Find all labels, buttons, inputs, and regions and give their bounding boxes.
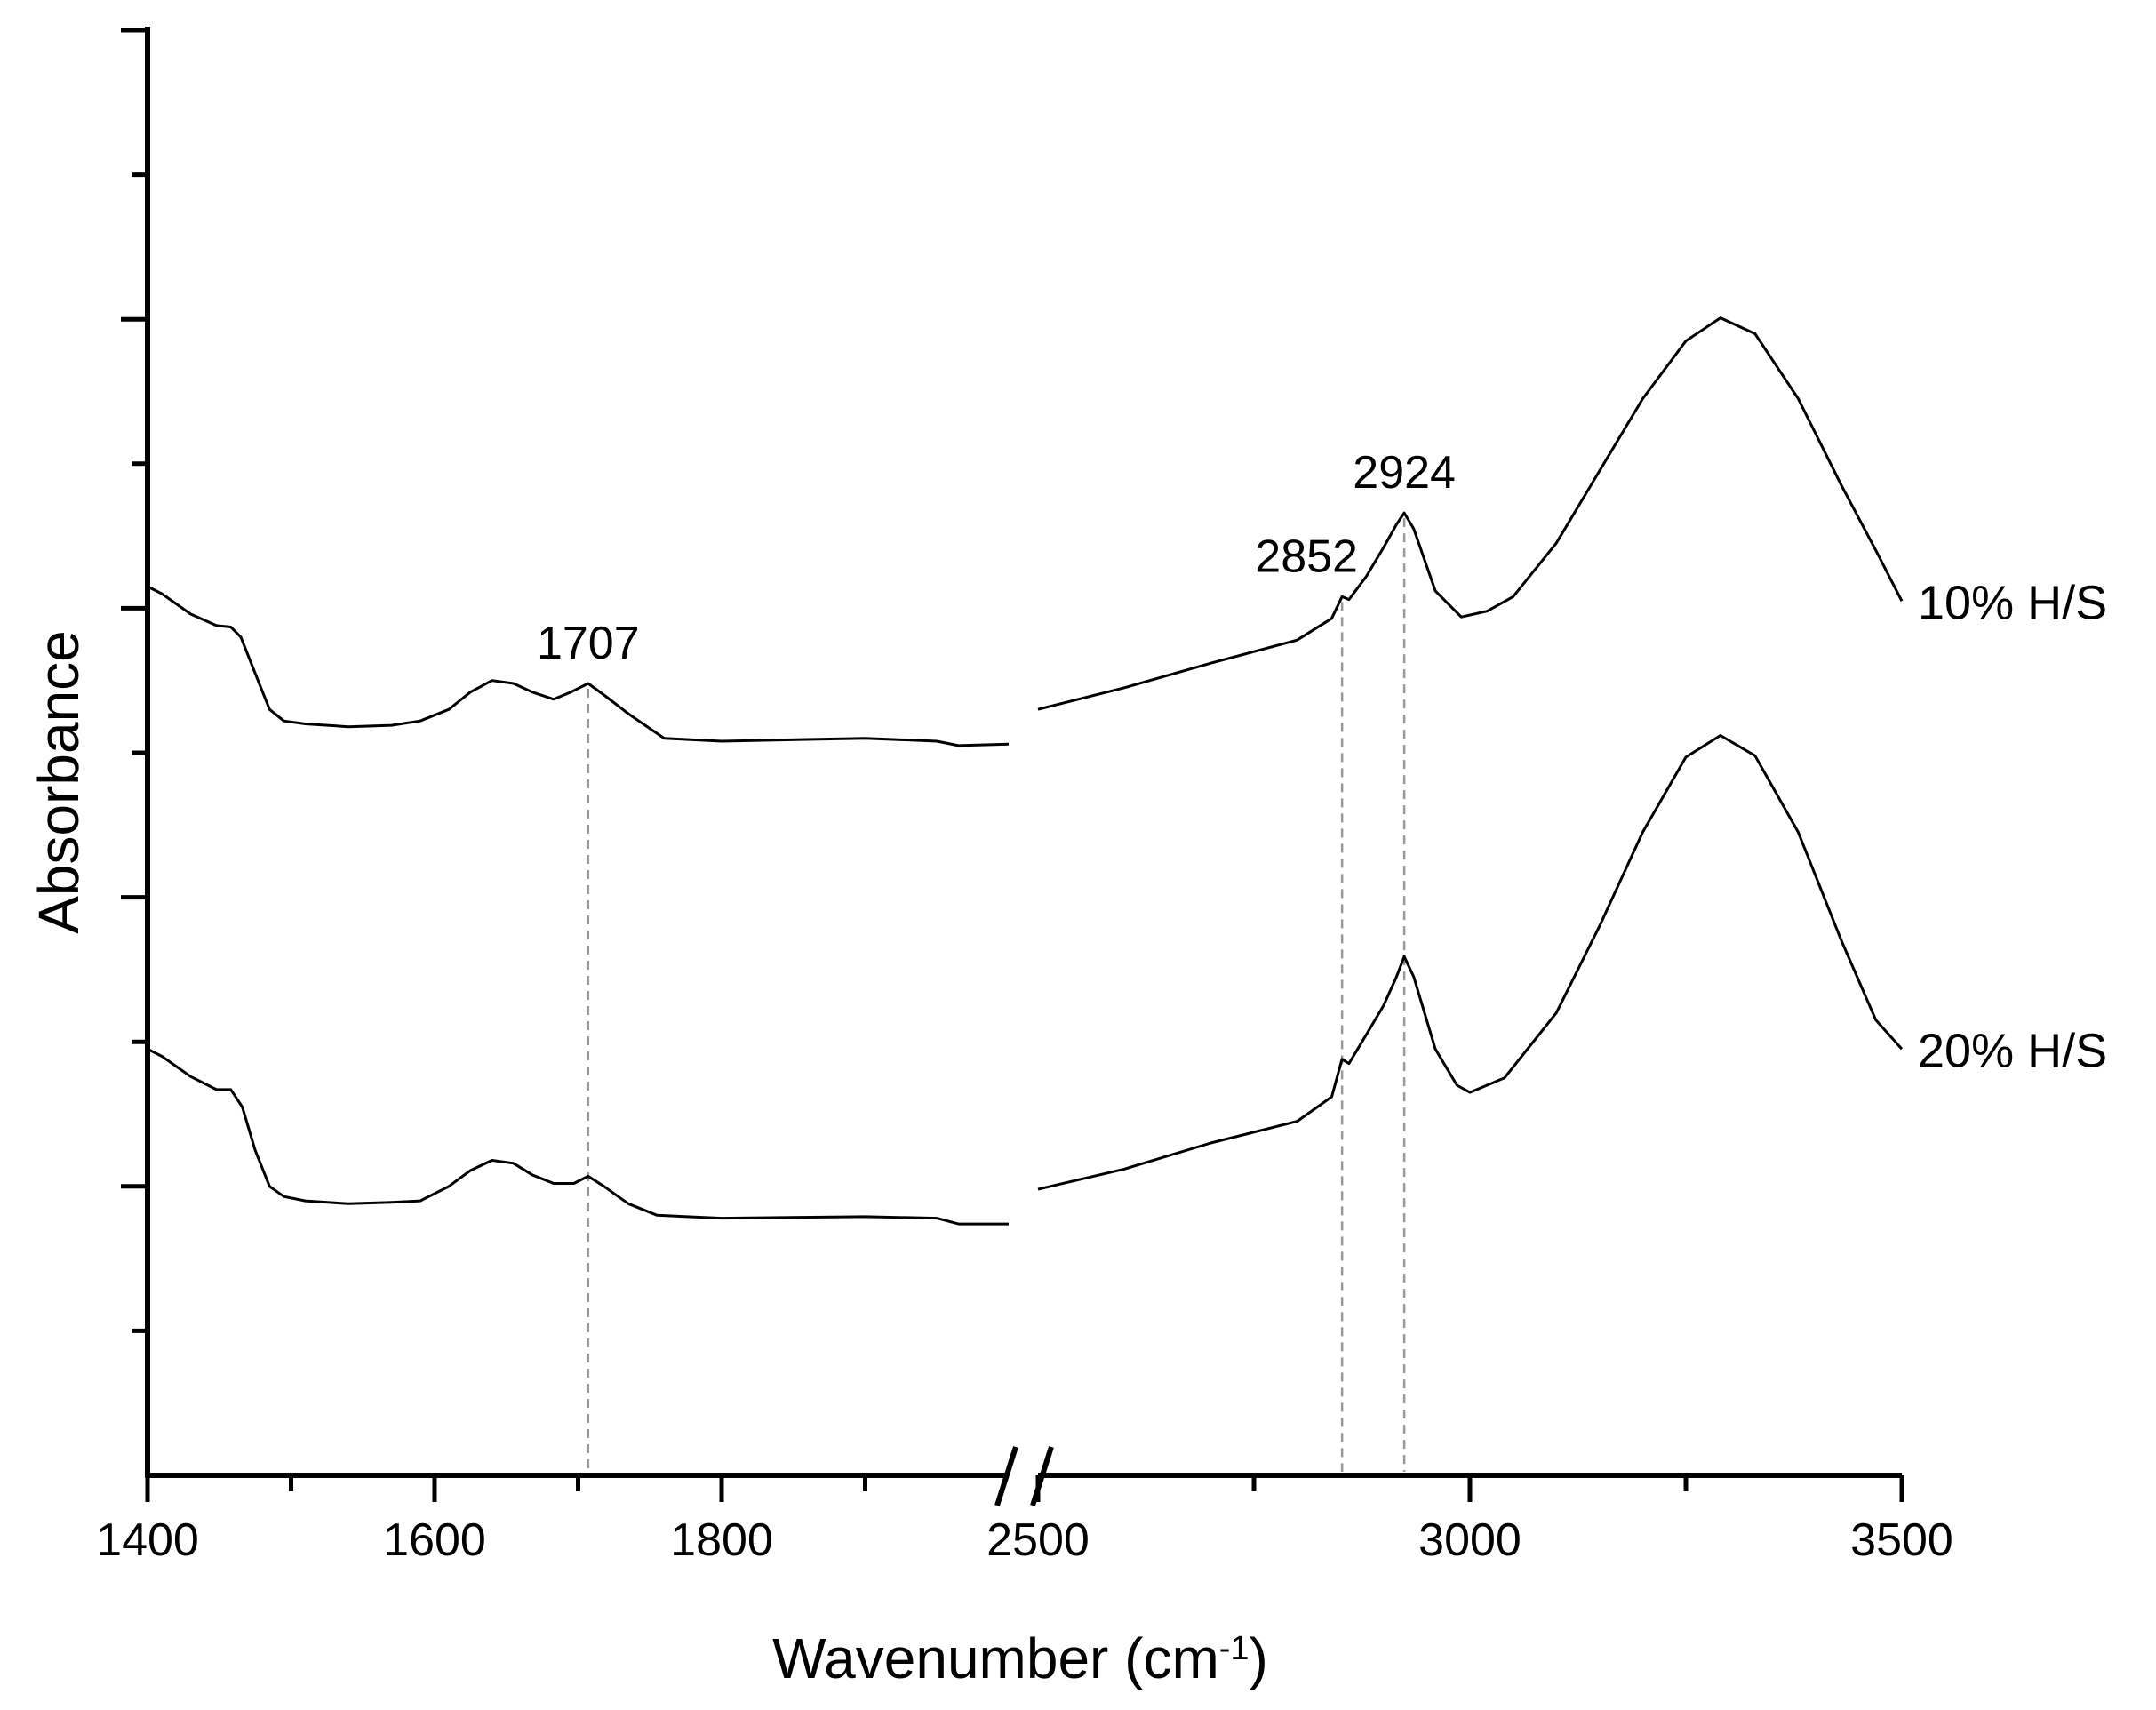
x-tick-label: 3500	[1850, 1514, 1953, 1566]
series-labels: 10% H/S 20% H/S	[1918, 576, 2107, 1077]
series-2-line	[147, 1047, 1009, 1226]
axis-break-marker	[994, 1446, 1054, 1506]
x-tick-label: 3000	[1418, 1514, 1521, 1566]
x-tick-label: 2500	[986, 1514, 1090, 1566]
x-tick-label: 1400	[96, 1514, 199, 1566]
plot-area: 1400 1600 1800 2500 3000 3500 1707 2852 2924 10…	[96, 27, 2107, 1566]
y-axis-ticks	[121, 28, 148, 1333]
annotation-2924: 2924	[1353, 447, 1456, 499]
x-axis-title: Wavenumber (cm-1)	[772, 1626, 1268, 1690]
spectrum-curves	[147, 316, 1904, 1226]
series-1-line	[1037, 316, 1904, 711]
annotation-1707: 1707	[537, 618, 640, 669]
y-axis-title: Absorbance	[27, 630, 91, 934]
peak-annotations: 1707 2852 2924	[537, 447, 1456, 669]
series-2-line	[1037, 734, 1904, 1191]
x-tick-label: 1800	[670, 1514, 773, 1566]
x-axis-ticks: 1400 1600 1800 2500 3000 3500	[96, 1475, 1953, 1566]
series-1-line	[147, 585, 1010, 747]
series-2-label: 20% H/S	[1918, 1024, 2107, 1077]
peak-guide-lines	[587, 518, 1406, 1472]
series-1-label: 10% H/S	[1918, 576, 2107, 629]
annotation-2852: 2852	[1255, 531, 1358, 582]
x-tick-label: 1600	[383, 1514, 486, 1566]
